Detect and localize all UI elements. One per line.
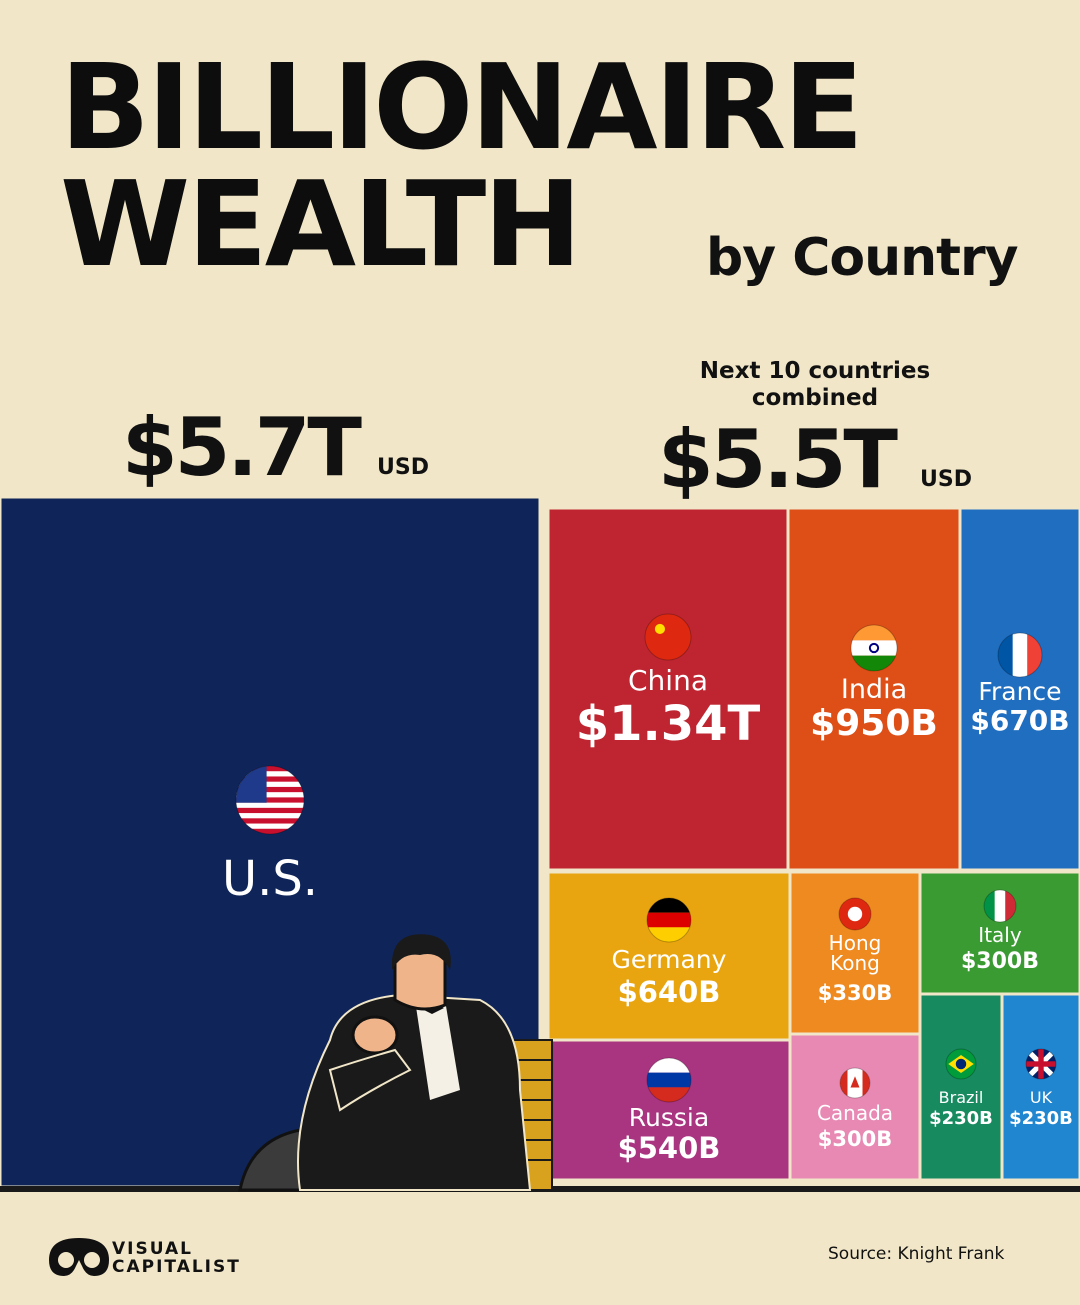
us-total-value: $5.7T	[122, 401, 362, 494]
brand-name-line-2: CAPITALIST	[112, 1257, 241, 1277]
russia-flag-icon	[647, 1058, 691, 1102]
brand-name-line-1: VISUAL	[112, 1239, 193, 1259]
title-line-1: BILLIONAIRE	[60, 38, 864, 176]
tile-italy-name: Italy	[978, 923, 1022, 947]
us-total-unit: USD	[377, 455, 429, 480]
hong-kong-flag-icon	[839, 898, 871, 930]
tile-france-name: France	[978, 677, 1061, 706]
italy-flag-icon	[984, 890, 1016, 922]
tile-russia-value: $540B	[618, 1131, 721, 1165]
tile-china: China$1.34T	[546, 506, 790, 872]
tile-france: France$670B	[958, 506, 1080, 872]
tile-brazil: Brazil$230B	[918, 992, 1004, 1182]
billionaire-illustration	[238, 934, 553, 1192]
tile-italy: Italy$300B	[918, 870, 1080, 996]
canada-flag-icon	[840, 1068, 870, 1098]
tile-germany: Germany$640B	[546, 870, 792, 1042]
next-total-unit: USD	[920, 467, 972, 492]
china-flag-icon	[645, 614, 691, 660]
tile-hong-kong-name: Hong Kong	[829, 931, 882, 975]
tile-china-value: $1.34T	[576, 696, 761, 752]
tile-india-name: India	[841, 674, 907, 705]
tile-india-value: $950B	[810, 703, 938, 744]
tile-china-rect	[546, 506, 790, 872]
tile-india-rect	[786, 506, 962, 872]
next-countries-label: Next 10 countries combined	[699, 358, 931, 411]
tile-hong-kong-value: $330B	[818, 981, 892, 1005]
tile-uk: UK$230B	[1000, 992, 1080, 1182]
us-flag-icon	[236, 766, 304, 834]
title-line-2: WEALTH	[60, 155, 582, 293]
next-total-value: $5.5T	[658, 413, 898, 506]
tile-russia-name: Russia	[629, 1103, 709, 1132]
tile-france-value: $670B	[970, 704, 1069, 737]
tile-canada-rect	[788, 1032, 922, 1182]
tile-uk-value: $230B	[1009, 1108, 1073, 1129]
tile-brazil-name: Brazil	[939, 1088, 984, 1107]
tile-germany-value: $640B	[618, 975, 721, 1009]
tile-uk-name: UK	[1030, 1088, 1053, 1107]
tile-india: India$950B	[786, 506, 962, 872]
tile-france-rect	[958, 506, 1080, 872]
tile-canada: Canada$300B	[788, 1032, 922, 1182]
france-flag-icon	[998, 633, 1042, 677]
subtitle: by Country	[706, 228, 1019, 288]
tile-brazil-rect	[918, 992, 1004, 1182]
tile-hong-kong: Hong Kong $330B	[788, 870, 922, 1036]
uk-flag-icon	[1026, 1049, 1056, 1079]
germany-flag-icon	[647, 898, 691, 942]
tile-canada-value: $300B	[818, 1127, 892, 1151]
tile-china-name: China	[628, 664, 708, 697]
tile-brazil-value: $230B	[929, 1108, 993, 1129]
tile-italy-value: $300B	[961, 949, 1039, 974]
source-note: Source: Knight Frank	[828, 1244, 1005, 1264]
india-flag-icon	[851, 625, 897, 671]
brazil-flag-icon	[946, 1049, 976, 1079]
tile-canada-name: Canada	[817, 1101, 893, 1125]
tile-uk-rect	[1000, 992, 1080, 1182]
tile-u-s-name: U.S.	[222, 851, 318, 907]
tile-russia: Russia$540B	[546, 1038, 792, 1182]
visual-capitalist-logo-icon	[49, 1238, 109, 1276]
tile-germany-name: Germany	[612, 945, 727, 974]
